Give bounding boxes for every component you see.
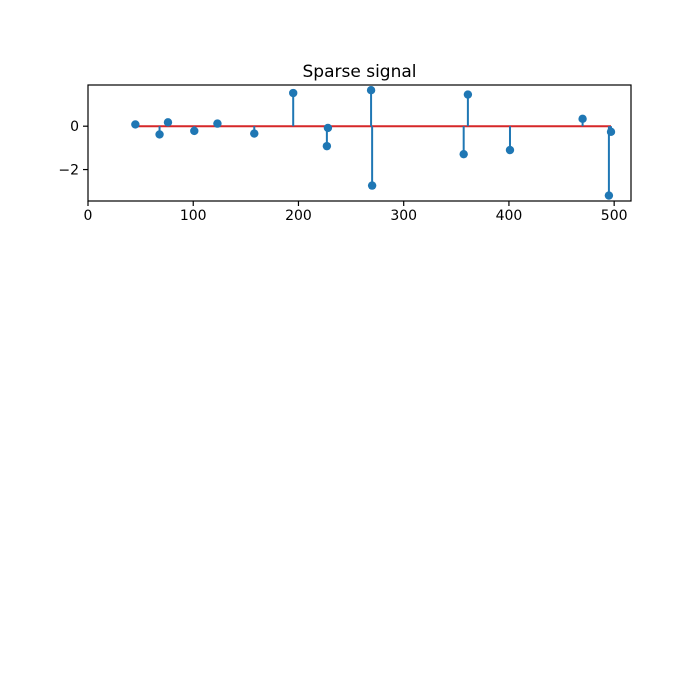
x-tick-label: 200 <box>285 208 312 224</box>
axes-frame <box>87 84 632 202</box>
stem-marker <box>323 123 333 133</box>
stem-marker <box>578 114 587 124</box>
stem-marker <box>366 86 376 95</box>
stem-marker <box>463 90 473 99</box>
x-tick-label: 500 <box>601 208 628 224</box>
stem-marker <box>250 129 259 138</box>
x-tick-label: 300 <box>390 208 417 224</box>
stem-marker <box>604 191 614 200</box>
y-tick-label: −2 <box>58 163 79 179</box>
stem-marker <box>322 141 332 151</box>
chart-title: Sparse signal <box>303 62 417 82</box>
stem-marker <box>505 145 515 155</box>
x-tick-label: 400 <box>496 208 523 224</box>
stem-marker <box>163 118 173 127</box>
stem-marker <box>213 119 222 128</box>
stem-marker <box>459 149 468 159</box>
stem-marker <box>367 181 377 190</box>
stem-marker <box>131 120 140 129</box>
stem-marker <box>289 88 298 98</box>
stem-marker <box>606 127 616 137</box>
stem-marker <box>190 126 199 136</box>
y-tick-label: 0 <box>70 119 79 135</box>
x-tick-label: 100 <box>180 208 207 224</box>
plot-area: 0 100 200 300 400 500 0 −2 <box>58 84 632 224</box>
stem-marker <box>155 130 164 139</box>
x-tick-label: 0 <box>84 208 93 224</box>
